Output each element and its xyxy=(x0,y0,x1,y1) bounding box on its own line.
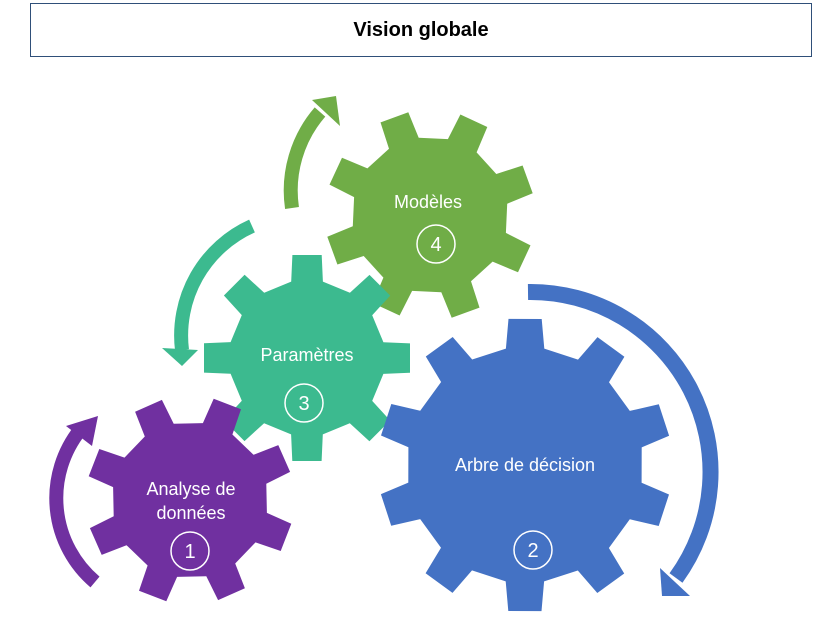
cycle-arrow-purple xyxy=(49,416,100,588)
cycle-arrow-green xyxy=(283,96,340,210)
gear-label: Arbre de décision xyxy=(455,455,595,475)
gear-shape xyxy=(88,398,292,602)
gear-label-line-1: Analyse de xyxy=(146,479,235,499)
gear-number-circle xyxy=(416,224,456,264)
gear-number-circle xyxy=(170,531,210,571)
gear-shape xyxy=(327,112,533,318)
gear-shape xyxy=(204,255,410,461)
gear-label: Modèles xyxy=(394,192,462,212)
gear-modeles: Modèles 4 xyxy=(327,112,533,318)
gear-number: 2 xyxy=(527,540,538,562)
gear-analyse-de-donnees: Analyse de données 1 xyxy=(88,398,292,602)
gear-label-line-2: données xyxy=(156,503,225,523)
gear-number: 3 xyxy=(298,393,309,415)
gear-number: 1 xyxy=(184,541,195,563)
gear-shape xyxy=(380,318,670,612)
gear-parametres: Paramètres 3 xyxy=(204,255,410,461)
gear-arbre-de-decision: Arbre de décision 2 xyxy=(380,318,670,612)
gear-number-circle xyxy=(284,383,324,423)
cycle-arrow-blue xyxy=(527,283,719,596)
gear-label: Paramètres xyxy=(260,345,353,365)
gear-number: 4 xyxy=(430,234,441,256)
diagram-title: Vision globale xyxy=(30,3,812,57)
cycle-arrow-teal xyxy=(162,219,255,366)
gear-number-circle xyxy=(513,530,553,570)
